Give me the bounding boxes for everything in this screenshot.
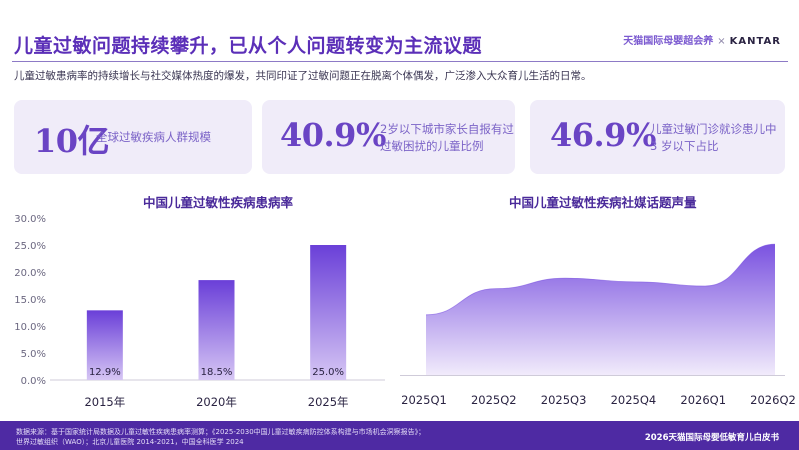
- stat-desc: 儿童过敏门诊就诊患儿中 3 岁以下占比: [650, 121, 777, 155]
- stat-desc-line: 儿童过敏门诊就诊患儿中: [650, 122, 777, 136]
- x-tick-label: 2015年: [84, 395, 125, 409]
- footer-source-note: 数据来源：基于国家统计局数据及儿童过敏性疾病患病率测算；《2025-2030中国…: [16, 427, 425, 447]
- x-tick-label: 2025Q2: [471, 393, 517, 407]
- stat-card-urban-parents: 40.9% 2岁以下城市家长自报有过 过敏困扰的儿童比例: [262, 100, 515, 174]
- page-subtitle: 儿童过敏患病率的持续增长与社交媒体热度的爆发，共同印证了过敏问题正在脱离个体偶发…: [14, 70, 592, 82]
- bar: [310, 245, 347, 380]
- stat-card-global-allergy: 10亿 全球过敏疾病人群规模: [14, 100, 252, 174]
- y-tick-label: 20.0%: [14, 268, 46, 279]
- stat-desc-line: 2岁以下城市家长自报有过: [380, 122, 514, 136]
- stat-cards: 10亿 全球过敏疾病人群规模 40.9% 2岁以下城市家长自报有过 过敏困扰的儿…: [14, 100, 785, 174]
- footer-bar: 数据来源：基于国家统计局数据及儿童过敏性疾病患病率测算；《2025-2030中国…: [0, 421, 799, 450]
- y-tick-label: 15.0%: [14, 295, 46, 306]
- y-tick-label: 5.0%: [21, 349, 46, 360]
- stat-value: 46.9%: [550, 116, 656, 154]
- y-tick-label: 10.0%: [14, 322, 46, 333]
- area-chart-title: 中国儿童过敏性疾病社媒话题声量: [509, 195, 697, 210]
- social-volume-area-chart: 2025Q1 2025Q2 2025Q3 2025Q4 2026Q1 2026Q2: [400, 243, 796, 407]
- y-tick-label: 0.0%: [21, 376, 46, 387]
- brand-logo-kantar: KANTAR: [729, 36, 781, 47]
- x-tick-label: 2020年: [196, 395, 237, 409]
- stat-value: 40.9%: [280, 116, 386, 154]
- x-tick-label: 2025Q1: [401, 393, 447, 407]
- area-series-line: [425, 243, 776, 316]
- footer-source-line: 世界过敏组织（WAO）；北京儿童医院 2014-2021，中国全科医学 2024: [16, 438, 244, 446]
- prevalence-bar-chart: 0.0% 5.0% 10.0% 15.0% 20.0% 25.0% 30.0% 12.9% 20…: [14, 214, 385, 409]
- bar-chart-title: 中国儿童过敏性疾病患病率: [143, 195, 294, 210]
- x-tick-label: 2025年: [308, 395, 349, 409]
- footer-report-title: 2026天猫国际母婴低敏育儿白皮书: [644, 433, 779, 443]
- bar-data-label: 18.5%: [201, 367, 233, 378]
- stat-value: 10亿: [34, 122, 110, 160]
- y-tick-label: 25.0%: [14, 241, 46, 252]
- x-tick-label: 2026Q2: [750, 393, 796, 407]
- x-tick-label: 2025Q4: [611, 393, 657, 407]
- y-tick-label: 30.0%: [14, 214, 46, 225]
- stat-desc: 2岁以下城市家长自报有过 过敏困扰的儿童比例: [380, 121, 514, 155]
- stat-card-clinic-patients: 46.9% 儿童过敏门诊就诊患儿中 3 岁以下占比: [530, 100, 785, 174]
- stat-desc-line: 全球过敏疾病人群规模: [96, 130, 211, 144]
- footer-source-line: 数据来源：基于国家统计局数据及儿童过敏性疾病患病率测算；《2025-2030中国…: [16, 428, 426, 436]
- bar: [198, 280, 235, 380]
- page-title: 儿童过敏问题持续攀升，已从个人问题转变为主流议题: [14, 35, 483, 57]
- stat-desc-line: 过敏困扰的儿童比例: [380, 139, 484, 153]
- stat-desc: 全球过敏疾病人群规模: [96, 129, 211, 146]
- brand-separator: ×: [717, 36, 726, 47]
- title-divider: [12, 61, 788, 62]
- stat-desc-line: 3 岁以下占比: [650, 139, 719, 153]
- bar-data-label: 12.9%: [89, 367, 121, 378]
- x-tick-label: 2025Q3: [541, 393, 587, 407]
- x-tick-label: 2026Q1: [680, 393, 726, 407]
- brand-lockup: 天猫国际母婴超会养 × KANTAR: [623, 32, 781, 47]
- area-fill: [426, 244, 775, 375]
- bar-data-label: 25.0%: [312, 367, 344, 378]
- bar: [86, 310, 123, 380]
- brand-logo-tmall-global: 天猫国际母婴超会养: [623, 36, 714, 47]
